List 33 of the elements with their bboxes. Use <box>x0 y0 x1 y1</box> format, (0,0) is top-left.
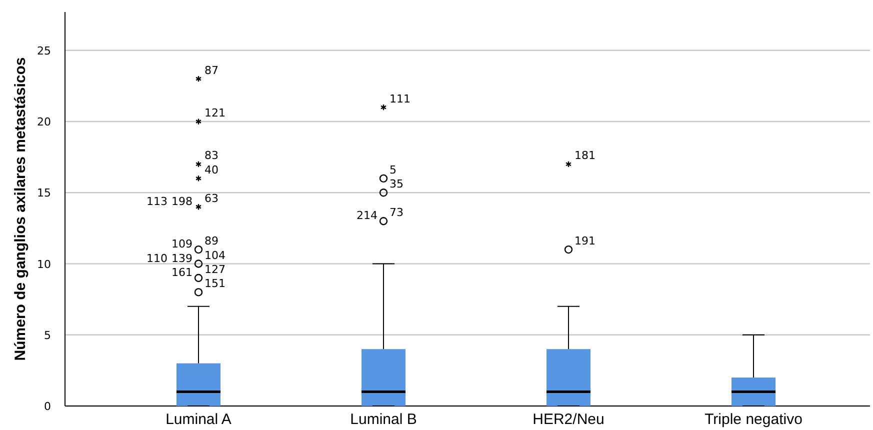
annotation: 139 <box>172 252 192 265</box>
y-tick-label: 10 <box>37 258 51 271</box>
annotation: 83 <box>204 149 218 162</box>
x-tick-label: Luminal A <box>166 411 232 428</box>
annotation: 181 <box>574 149 596 162</box>
annotation: 121 <box>204 106 226 120</box>
annotation: 110 <box>146 252 168 265</box>
annotation: 35 <box>390 178 404 191</box>
annotation: 113 <box>146 194 168 208</box>
y-tick-label: 20 <box>37 116 51 129</box>
annotation: 87 <box>204 64 218 77</box>
y-axis-title: Número de ganglios axilares metastásicos <box>12 57 29 361</box>
annotation: 5 <box>390 163 396 176</box>
annotation: 104 <box>204 248 226 262</box>
y-tick-label: 15 <box>37 186 51 200</box>
annotation: 198 <box>172 194 192 208</box>
annotation: 127 <box>204 262 226 276</box>
x-tick-label: HER2/Neu <box>532 411 604 428</box>
annotation: 191 <box>574 234 596 248</box>
annotation: 40 <box>204 163 218 176</box>
y-tick-label: 5 <box>44 328 51 342</box>
annotation: 109 <box>172 238 192 251</box>
x-tick-label: Triple negativo <box>704 411 802 428</box>
annotation: 73 <box>390 206 404 220</box>
annotation: 151 <box>204 277 226 290</box>
y-tick-label: 25 <box>37 44 51 58</box>
annotation: 161 <box>172 266 192 279</box>
annotation: 89 <box>204 234 218 248</box>
annotation: 214 <box>356 209 378 222</box>
y-tick-label: 0 <box>44 400 51 413</box>
x-tick-label: Luminal B <box>350 411 417 428</box>
annotation: 63 <box>204 192 218 205</box>
annotation: 111 <box>390 92 410 106</box>
